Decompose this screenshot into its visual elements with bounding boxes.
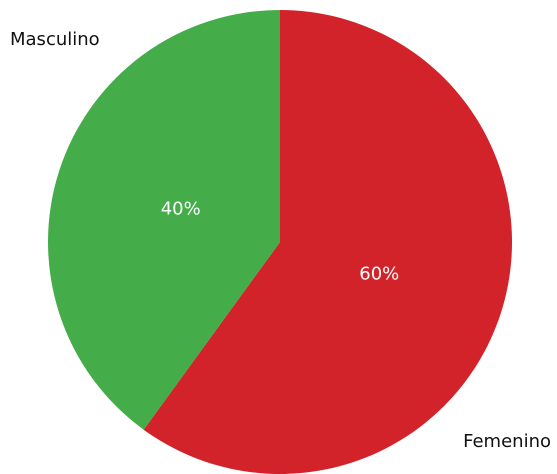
pie-slice <box>47 10 280 430</box>
value-label: 40% <box>161 199 201 220</box>
category-label: Femenino <box>463 431 551 452</box>
value-label: 60% <box>359 263 399 284</box>
pie-slice <box>143 10 512 474</box>
category-label: Masculino <box>10 29 100 50</box>
